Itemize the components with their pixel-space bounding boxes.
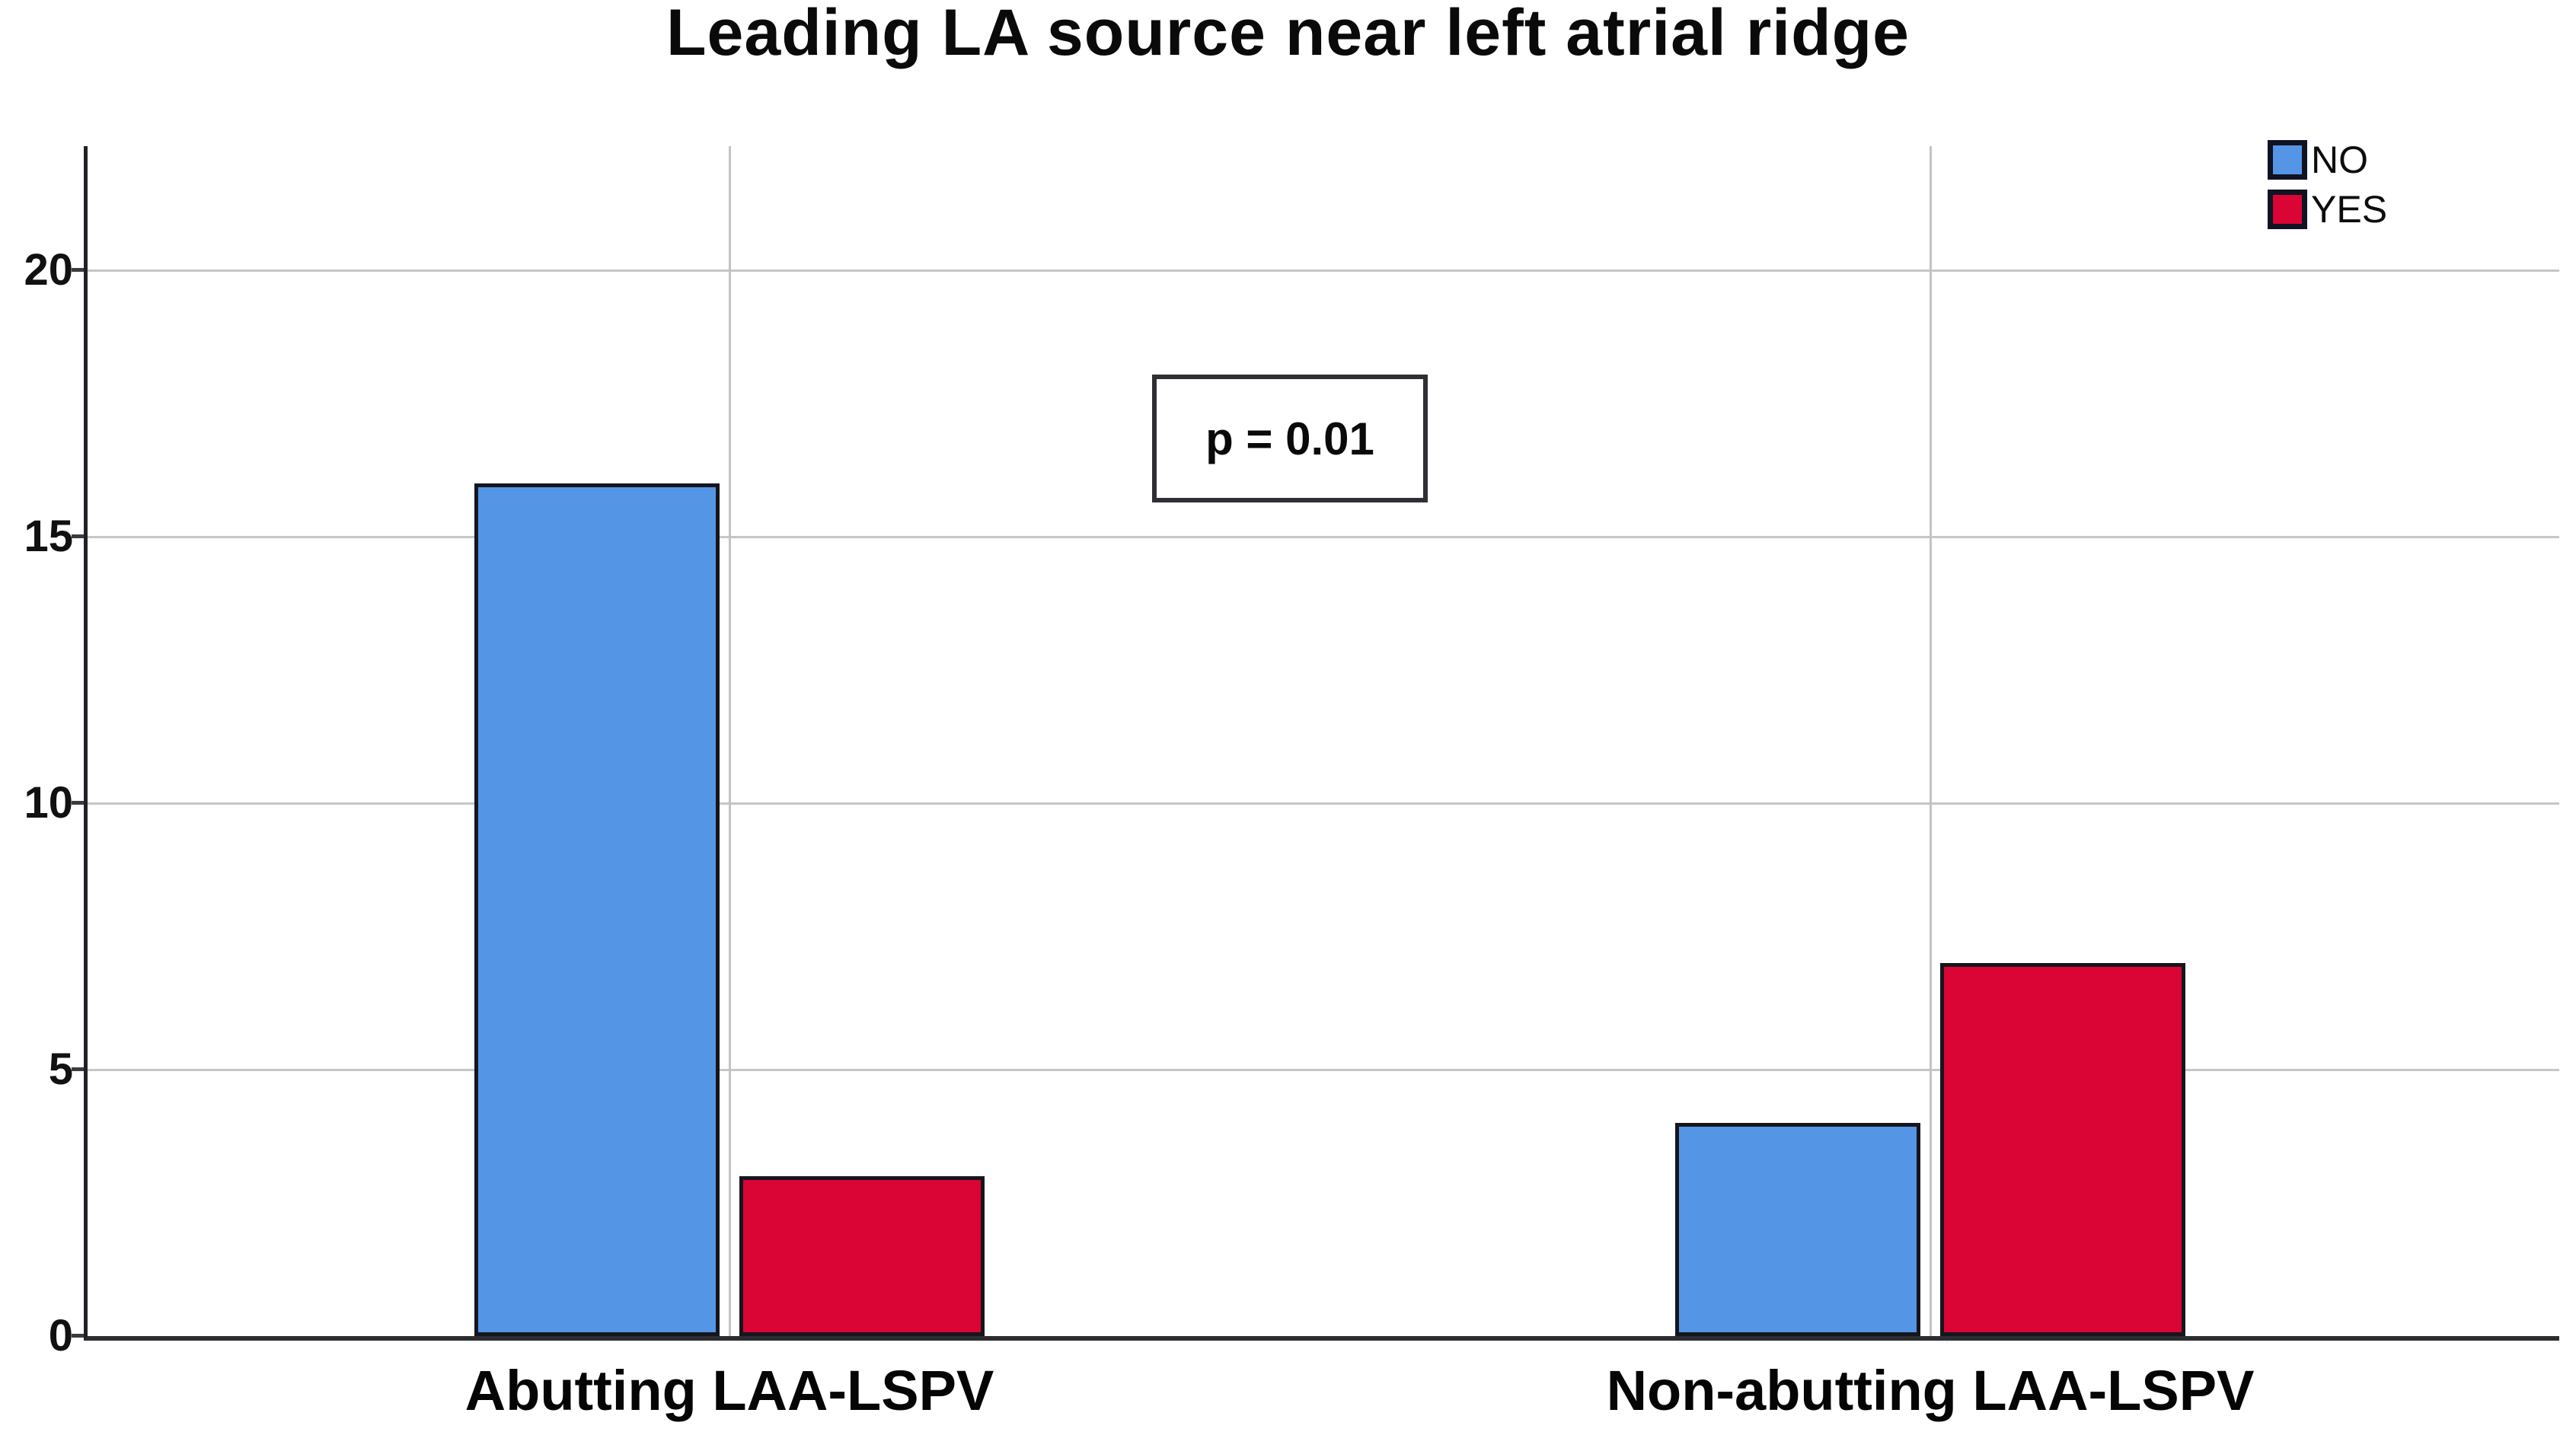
legend: NO YES	[2268, 140, 2387, 239]
h-gridline-5	[88, 1069, 2559, 1071]
y-tick-label-15: 15	[24, 512, 73, 561]
p-value-label: p = 0.01	[1205, 413, 1374, 464]
y-tick-label-5: 5	[48, 1044, 73, 1094]
legend-swatch-no	[2268, 140, 2307, 180]
h-gridline-15	[88, 536, 2559, 538]
y-tick-mark-0	[72, 1334, 84, 1338]
h-gridline-20	[88, 269, 2559, 272]
bar-yes-category-1	[739, 1176, 985, 1336]
v-gridline-category-1	[729, 146, 731, 1336]
legend-label-yes: YES	[2311, 188, 2388, 231]
x-category-label-2: Non-abutting LAA-LSPV	[1606, 1359, 2255, 1422]
legend-item-no: NO	[2268, 140, 2387, 180]
y-tick-mark-15	[72, 534, 84, 538]
bar-yes-category-2	[1940, 963, 2185, 1336]
plot-area	[72, 146, 2559, 1341]
legend-label-no: NO	[2311, 139, 2368, 181]
legend-swatch-yes	[2268, 190, 2307, 229]
bar-no-category-2	[1675, 1123, 1920, 1336]
p-value-annotation-box: p = 0.01	[1152, 375, 1428, 502]
v-gridline-category-2	[1930, 146, 1932, 1336]
y-tick-mark-5	[72, 1067, 84, 1071]
y-tick-label-0: 0	[48, 1311, 73, 1360]
y-tick-mark-20	[72, 268, 84, 272]
bar-no-category-1	[474, 483, 720, 1336]
chart-title: Leading LA source near left atrial ridge	[666, 0, 1910, 69]
x-category-label-1: Abutting LAA-LSPV	[464, 1359, 994, 1422]
legend-item-yes: YES	[2268, 190, 2387, 229]
h-gridline-10	[88, 802, 2559, 805]
y-tick-mark-10	[72, 801, 84, 805]
y-tick-label-20: 20	[24, 245, 73, 295]
y-tick-label-10: 10	[24, 778, 73, 828]
